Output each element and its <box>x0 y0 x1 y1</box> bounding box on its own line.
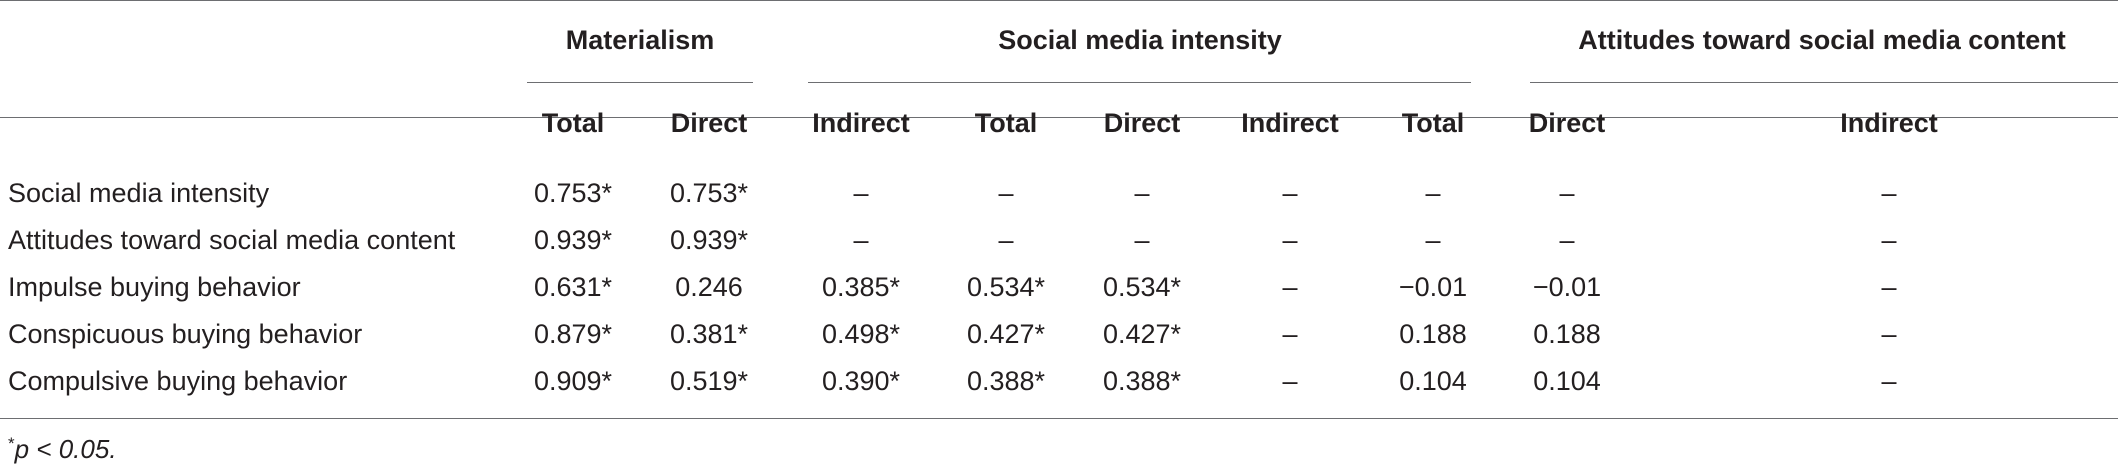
materialism-group-rule <box>527 82 753 83</box>
table-cell: – <box>1881 366 1897 396</box>
table-cell: 0.104 <box>1533 366 1601 396</box>
table-cell: 0.519* <box>669 366 749 396</box>
table-cell: – <box>998 178 1014 208</box>
table-cell: −0.01 <box>1398 272 1468 302</box>
table-cell: 0.390* <box>821 366 901 396</box>
table-cell: 0.188 <box>1399 319 1467 349</box>
row-label: Attitudes toward social media content <box>8 225 456 255</box>
table-cell: – <box>1881 319 1897 349</box>
row-label: Social media intensity <box>8 178 270 208</box>
table-cell: 0.534* <box>1102 272 1182 302</box>
table-cell: 0.427* <box>1102 319 1182 349</box>
column-header: Direct <box>1528 108 1606 138</box>
table-cell: −0.01 <box>1532 272 1602 302</box>
column-header: Total <box>974 108 1038 138</box>
footnote-text: p < 0.05. <box>14 434 117 464</box>
table-cell: – <box>1425 178 1441 208</box>
table-cell: – <box>1134 178 1150 208</box>
column-header: Indirect <box>812 108 910 138</box>
table-cell: – <box>1282 178 1298 208</box>
footnote-marker: * <box>8 434 15 453</box>
row-label: Conspicuous buying behavior <box>8 319 363 349</box>
group-header-materialism: Materialism <box>565 25 715 55</box>
table-cell: 0.385* <box>821 272 901 302</box>
table-cell: 0.534* <box>966 272 1046 302</box>
group-header-attitudes: Attitudes toward social media content <box>1578 25 2066 55</box>
table-cell: – <box>998 225 1014 255</box>
table-cell: 0.388* <box>1102 366 1182 396</box>
table-cell: 0.188 <box>1533 319 1601 349</box>
table-cell: – <box>853 225 869 255</box>
group-header-social-media-intensity: Social media intensity <box>998 25 1282 55</box>
table-cell: 0.388* <box>966 366 1046 396</box>
table-bottom-rule <box>0 418 2118 419</box>
table-cell: – <box>1559 178 1575 208</box>
table-cell: 0.753* <box>533 178 613 208</box>
table-cell: 0.246 <box>675 272 743 302</box>
table-cell: 0.753* <box>669 178 749 208</box>
header-bottom-rule <box>0 117 2118 118</box>
table-cell: 0.939* <box>669 225 749 255</box>
table-cell: – <box>1881 225 1897 255</box>
column-header: Total <box>541 108 605 138</box>
table-cell: 0.879* <box>533 319 613 349</box>
table-cell: 0.104 <box>1399 366 1467 396</box>
column-header: Total <box>1401 108 1465 138</box>
table-footnote: *p < 0.05. <box>8 428 117 465</box>
column-header: Indirect <box>1241 108 1339 138</box>
table-cell: – <box>1559 225 1575 255</box>
table-cell: – <box>1282 272 1298 302</box>
table-cell: – <box>1282 366 1298 396</box>
table-cell: 0.381* <box>669 319 749 349</box>
table-cell: 0.631* <box>533 272 613 302</box>
table-cell: – <box>1881 178 1897 208</box>
table-cell: 0.939* <box>533 225 613 255</box>
table-cell: 0.498* <box>821 319 901 349</box>
table-cell: – <box>853 178 869 208</box>
column-header: Direct <box>1103 108 1181 138</box>
table-top-rule <box>0 0 2118 1</box>
table-cell: 0.909* <box>533 366 613 396</box>
row-label: Impulse buying behavior <box>8 272 301 302</box>
table-cell: – <box>1282 225 1298 255</box>
social-media-intensity-group-rule <box>808 82 1471 83</box>
table-cell: – <box>1282 319 1298 349</box>
table-cell: – <box>1881 272 1897 302</box>
row-label: Compulsive buying behavior <box>8 366 348 396</box>
column-header: Indirect <box>1840 108 1938 138</box>
table-cell: – <box>1425 225 1441 255</box>
table-cell: – <box>1134 225 1150 255</box>
attitudes-group-rule <box>1530 82 2118 83</box>
column-header: Direct <box>670 108 748 138</box>
table-cell: 0.427* <box>966 319 1046 349</box>
